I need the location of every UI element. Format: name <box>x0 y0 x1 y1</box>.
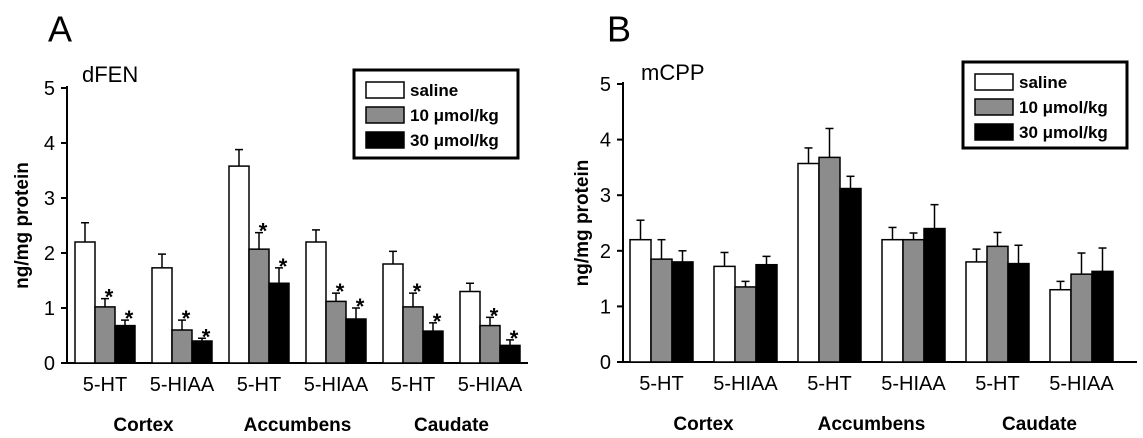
panel-b-legend-label-2: 30 μmol/kg <box>1019 123 1108 142</box>
panel-a-y-tick-label: 3 <box>44 188 55 210</box>
panel-a-bar-2-2 <box>268 282 290 364</box>
panel-a-title: dFEN <box>82 62 138 87</box>
panel-a-category-label: 5-HT <box>391 374 435 396</box>
panel-a-y-tick-label: 4 <box>44 133 55 155</box>
panel-b-category-label: 5-HT <box>639 373 683 395</box>
panel-a-bar-0-2 <box>114 324 136 364</box>
panel-b-bar-4-1 <box>986 245 1009 363</box>
panel-b-bar-5-1 <box>1070 273 1093 363</box>
panel-a-y-tick-label: 1 <box>44 298 55 320</box>
panel-b-bar-2-1 <box>818 156 841 363</box>
panel-b-category-label: 5-HT <box>975 373 1019 395</box>
panel-b-bar-3-1 <box>902 238 925 363</box>
panel-b-bar-1-1 <box>734 286 757 363</box>
panel-b-y-tick-label: 5 <box>600 74 611 96</box>
panel-b-bar-0-1 <box>650 258 673 363</box>
panel-b-bar-2-0 <box>797 162 820 363</box>
panel-b-group-label: Cortex <box>673 414 734 435</box>
panel-a-group-label: Caudate <box>414 415 489 436</box>
panel-a-legend-swatch-0 <box>365 81 405 99</box>
panel-b-legend-swatch-1 <box>974 98 1014 116</box>
panel-a-bar-4-0 <box>382 263 404 364</box>
panel-a-legend-label-2: 30 μmol/kg <box>410 131 499 150</box>
panel-b-bar-2-2 <box>839 187 862 363</box>
panel-a-letter: A <box>48 9 72 50</box>
panel-a-group-label: Cortex <box>113 415 174 436</box>
panel-a-category-label: 5-HT <box>83 374 127 396</box>
panel-a-sig-marker: * <box>125 306 134 331</box>
panel-a-legend-swatch-2 <box>365 131 405 149</box>
panel-b-letter: B <box>607 9 631 50</box>
panel-b-y-tick-label: 3 <box>600 185 611 207</box>
panel-b-category-label: 5-HT <box>807 373 851 395</box>
panel-b-legend-swatch-2 <box>974 123 1014 141</box>
panel-a-sig-marker: * <box>356 294 365 319</box>
panel-a-ylabel: ng/mg protein <box>12 162 33 289</box>
panel-a-bar-5-1 <box>479 324 501 364</box>
panel-b-y-tick-label: 1 <box>600 296 611 318</box>
panel-a-legend-label-0: saline <box>410 81 458 100</box>
panel-a-category-label: 5-HT <box>237 374 281 396</box>
panel-a-sig-marker: * <box>105 285 114 310</box>
panel-b-bar-3-0 <box>881 238 904 363</box>
panel-b-legend-label-1: 10 μmol/kg <box>1019 98 1108 117</box>
panel-b-category-label: 5-HIAA <box>881 373 946 395</box>
panel-a-bar-1-1 <box>171 329 193 364</box>
panel-a-sig-marker: * <box>259 219 268 244</box>
panel-a-sig-marker: * <box>413 279 422 304</box>
panel-a-bar-2-1 <box>248 248 270 364</box>
panel-b-legend-swatch-0 <box>974 73 1014 91</box>
panel-a-y-tick-label: 0 <box>44 353 55 375</box>
panel-b-y-tick-label: 0 <box>600 352 611 374</box>
panel-b-bar-4-0 <box>965 261 988 363</box>
panel-a-bar-1-0 <box>151 267 173 364</box>
panel-a-legend-label-1: 10 μmol/kg <box>410 106 499 125</box>
panel-a-sig-marker: * <box>202 324 211 349</box>
panel-a-bar-3-2 <box>345 318 367 364</box>
panel-a-y-tick-label: 2 <box>44 243 55 265</box>
panel-b-legend-label-0: saline <box>1019 73 1067 92</box>
panel-b-bar-3-2 <box>923 227 946 363</box>
panel-a-category-label: 5-HIAA <box>304 374 369 396</box>
panel-a-sig-marker: * <box>510 326 519 351</box>
panel-b-category-label: 5-HIAA <box>1049 373 1114 395</box>
panel-a-legend-swatch-1 <box>365 106 405 124</box>
panel-a-bar-2-0 <box>228 165 250 364</box>
panel-b-bar-5-2 <box>1091 270 1114 363</box>
panel-b-group-label: Caudate <box>1002 414 1077 435</box>
panel-b-ylabel: ng/mg protein <box>572 160 593 287</box>
panel-b-bar-4-2 <box>1007 262 1030 363</box>
panel-a-bar-0-1 <box>94 306 116 364</box>
panel-a-bar-4-2 <box>422 330 444 364</box>
panel-b-title: mCPP <box>641 60 705 85</box>
panel-a-sig-marker: * <box>433 309 442 334</box>
panel-a-sig-marker: * <box>336 279 345 304</box>
panel-a-bar-5-0 <box>459 290 481 364</box>
panel-a-sig-marker: * <box>279 254 288 279</box>
panel-a-group-label: Accumbens <box>244 415 352 436</box>
panel-a-category-label: 5-HIAA <box>150 374 215 396</box>
panel-b-bar-1-0 <box>713 265 736 363</box>
panel-a-sig-marker: * <box>490 303 499 328</box>
panel-a-bar-4-1 <box>402 306 424 364</box>
panel-a-y-tick-label: 5 <box>44 78 55 100</box>
panel-b-y-tick-label: 2 <box>600 241 611 263</box>
panel-b-category-label: 5-HIAA <box>713 373 778 395</box>
panel-b-y-tick-label: 4 <box>600 130 611 152</box>
panel-a-bar-3-1 <box>325 300 347 364</box>
panel-b-bar-5-0 <box>1049 288 1072 363</box>
panel-a-bar-3-0 <box>305 241 327 364</box>
panel-a-category-label: 5-HIAA <box>458 374 523 396</box>
panel-b-bar-1-2 <box>755 263 778 363</box>
panel-a-bar-0-0 <box>74 241 96 364</box>
panel-b-bar-0-0 <box>629 238 652 363</box>
panel-a-sig-marker: * <box>182 306 191 331</box>
panel-b-bar-0-2 <box>671 261 694 363</box>
panel-b-group-label: Accumbens <box>818 414 926 435</box>
